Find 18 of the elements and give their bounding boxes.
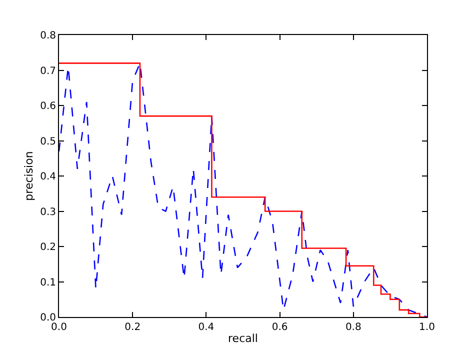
y-tick-label: 0.0 [40,312,56,324]
x-tick-label: 0.0 [51,322,67,333]
y-tick-label: 0.6 [40,101,56,112]
y-axis-title: precision [22,151,36,201]
y-tick-label: 0.8 [40,30,56,42]
y-tick-label: 0.7 [40,66,56,77]
y-tick-label: 0.1 [40,277,56,288]
y-tick-label: 0.3 [40,206,56,218]
line-series [59,62,427,317]
x-tick-label: 0.2 [124,322,141,333]
x-axis-title: recall [228,332,258,346]
y-tick-label: 0.2 [40,242,56,253]
y-tick-label: 0.4 [40,172,56,182]
x-tick-label: 0.8 [345,322,362,333]
x-tick-label: 0.4 [198,322,214,333]
x-tick-label: 1.0 [419,322,435,333]
y-tick-label: 0.5 [40,136,56,148]
x-tick-label: 0.6 [272,322,288,333]
